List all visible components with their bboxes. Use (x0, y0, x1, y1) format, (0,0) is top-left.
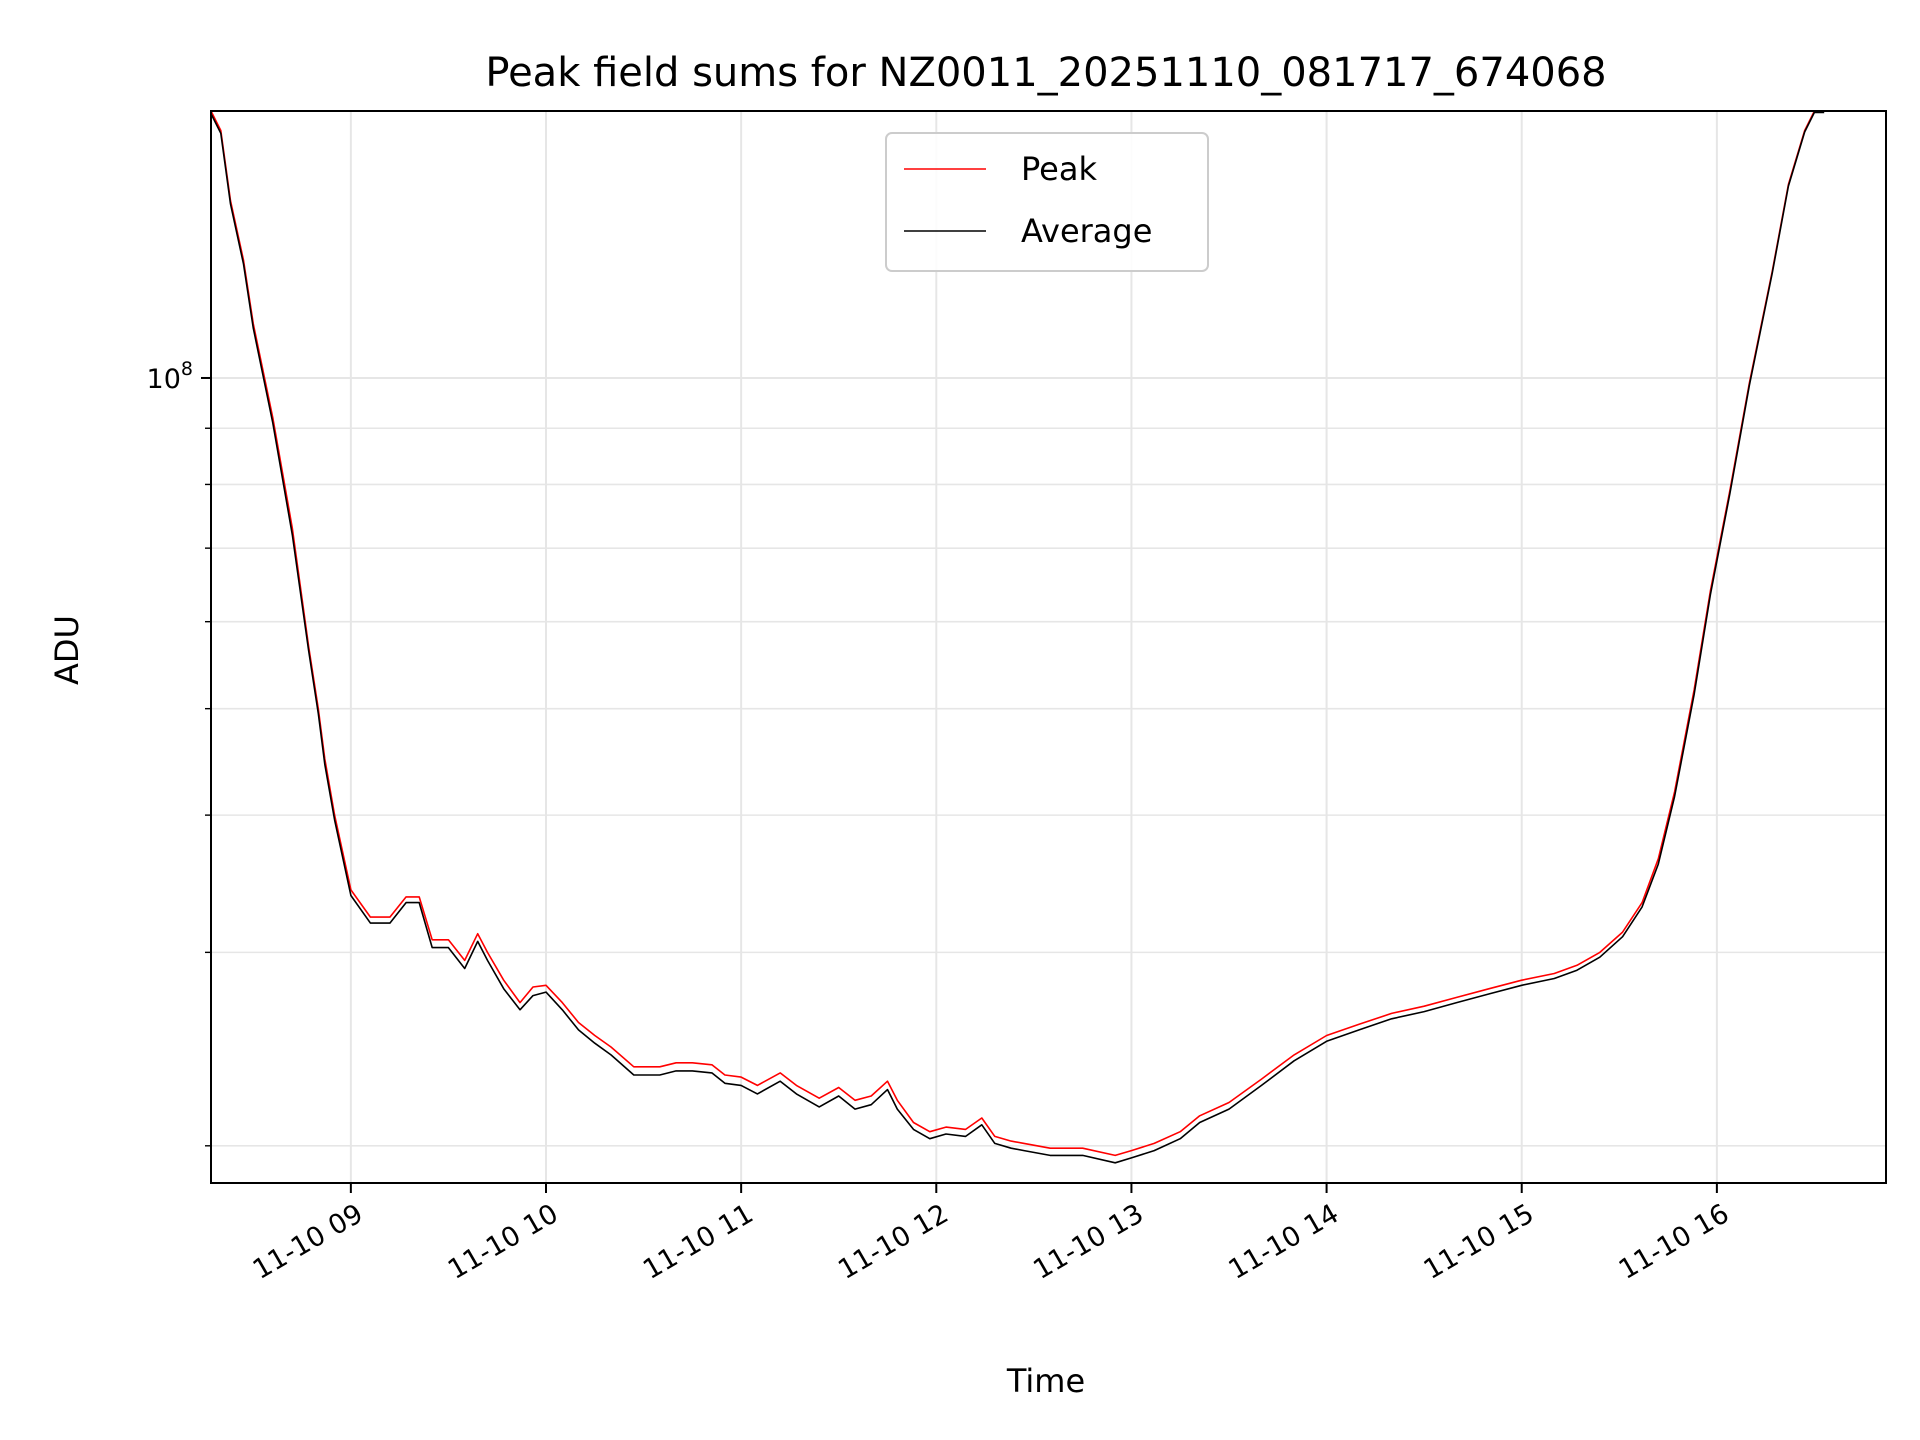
y-axis-label: ADU (48, 615, 86, 685)
chart-title: Peak field sums for NZ0011_20251110_0817… (485, 50, 1606, 96)
plot-area-frame (210, 110, 1887, 1184)
grid (211, 111, 1886, 1183)
legend-label-peak: Peak (1021, 150, 1097, 188)
series-line-average (211, 111, 1825, 1164)
series-layer (211, 111, 1825, 1164)
legend-label-average: Average (1021, 212, 1152, 250)
series-line-peak (211, 111, 1825, 1157)
y-tick-labels: 108 (147, 358, 193, 395)
legend-box (885, 132, 1209, 272)
legend: Peak Average (885, 132, 1209, 272)
x-axis-label: Time (1006, 1362, 1085, 1400)
ticks (201, 376, 1718, 1193)
y-tick-label: 108 (147, 358, 193, 395)
